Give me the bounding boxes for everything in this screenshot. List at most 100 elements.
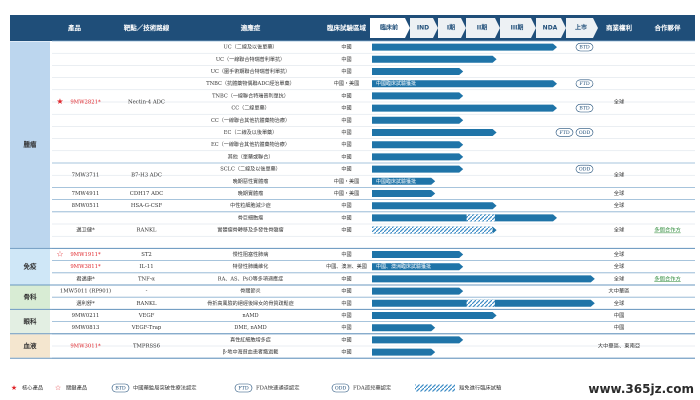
region-label: 中國	[341, 44, 351, 51]
area-band	[10, 309, 50, 334]
product-target: VEGF-Trap	[131, 325, 162, 331]
product-name: 9MW1911*	[70, 252, 101, 258]
region-label: 中國	[341, 300, 351, 307]
commercial-rights: 全球	[614, 98, 625, 106]
indication-label: CC（二線單藥）	[231, 105, 269, 112]
header-target: 靶點／技術路線	[124, 23, 170, 32]
product-name: 8MW0511	[72, 203, 100, 209]
pipeline-bar	[372, 214, 557, 222]
seamless-segment	[372, 226, 493, 234]
area-label: 骨科	[24, 292, 38, 301]
stage-label: 臨床前	[380, 24, 398, 32]
indication-label: 真性紅細胞增多症	[230, 336, 271, 343]
region-label: 中國	[341, 312, 351, 319]
commercial-rights: 全球	[614, 171, 625, 179]
legend-badge	[234, 383, 253, 393]
partner-link: 多個合作方	[654, 274, 681, 282]
designation-badge	[575, 79, 594, 88]
region-label: 中國	[341, 227, 351, 234]
stage-label: 上市	[575, 24, 587, 32]
legend-odd-label: FDA孤兒藥認定	[353, 384, 392, 392]
pipeline-bar	[372, 324, 436, 332]
indication-label: 慢性阻塞性肺病	[233, 251, 269, 258]
pipeline-bar	[372, 177, 436, 185]
area-label: 腫瘤	[24, 140, 38, 149]
product-target: CDH17 ADC	[130, 191, 163, 197]
legend-odd-abbr: ODD	[335, 386, 347, 392]
legend-badge	[111, 383, 130, 393]
indication-label: 特發性肺纖維化	[233, 263, 269, 270]
legend: ★ 核心產品 ☆ 關鍵產品 BTD 中國藥監局突破性療法認定 FTD FDA快速通道認定 ODD…	[11, 384, 502, 393]
pipeline-bar	[372, 287, 464, 295]
indication-label: CC（一線聯合其他抗體藥物治療）	[211, 117, 290, 124]
commercial-rights: 全球	[614, 201, 625, 209]
indication-label: RA、AS、PsO等多項適應症	[218, 275, 284, 282]
product-target: TNF-α	[138, 276, 155, 282]
legend-key-star-icon: ☆	[55, 384, 61, 392]
designation-badge-label: BTD	[579, 106, 590, 112]
stage-chevron	[500, 18, 536, 38]
pipeline-bar	[372, 68, 464, 75]
product-target: IL-11	[139, 264, 153, 270]
commercial-rights: 全球	[614, 299, 625, 307]
area-band	[10, 41, 50, 248]
product-name: 邁利舒*	[76, 299, 95, 307]
indication-label: 實體瘤骨轉移及多發性骨髓瘤	[217, 227, 283, 234]
pipeline-bar	[372, 80, 557, 88]
indication-label: TNBC（抗體藥物偶聯ADC經治單藥）	[206, 80, 294, 87]
stage-label: NDA	[543, 25, 558, 32]
product-target: TMPRSS6	[133, 344, 161, 350]
indication-label: 骨折高風險的絕經後婦女的骨質疏鬆症	[207, 300, 294, 307]
commercial-rights: 全球	[614, 262, 625, 270]
bar-note: 中國、澳洲臨床試驗獲批	[376, 263, 431, 270]
indication-label: β-地中海貧血患者鐵過載	[223, 349, 279, 356]
product-name: 1MW5011 (RP901)	[60, 288, 111, 295]
product-name: 邁卫健*	[76, 226, 95, 234]
area-label: 血液	[24, 341, 38, 350]
pipeline-bar	[372, 190, 436, 197]
region-label: 中國	[341, 105, 351, 112]
stage-label: IND	[417, 25, 429, 32]
pipeline-bar	[372, 263, 464, 271]
seamless-segment	[466, 214, 495, 222]
indication-label: SCLC（二線及以後單藥）	[220, 166, 281, 173]
indication-label: TNBC（一線聯合特瑞普利單抗）	[212, 92, 289, 99]
pipeline-bar	[372, 55, 497, 63]
designation-badge-label: ODD	[579, 130, 591, 136]
seamless-segment	[466, 299, 495, 307]
commercial-rights: 全球	[614, 250, 625, 258]
stage-chevron	[438, 18, 466, 38]
indication-label: 骨關節炎	[240, 288, 260, 295]
area-band	[10, 248, 50, 285]
designation-badge-label: FTD	[559, 130, 570, 136]
legend-seamless-label: 豁免進行臨床試驗	[459, 384, 502, 392]
stage-chevron	[566, 18, 598, 38]
indication-label: 晚期實體瘤	[238, 190, 263, 197]
stage-chevron	[536, 18, 566, 38]
product-name: 7MW3711	[72, 173, 100, 179]
indication-label: 其他（單藥或聯合）	[228, 153, 274, 160]
commercial-rights: 中國	[614, 323, 625, 331]
header-rights: 商業權利	[606, 23, 633, 32]
indication-rows: UC（二線及以後單藥） 中國 BTD UC（一線聯合特瑞普利單抗） 中國 UC（圍手術期聯…	[206, 42, 595, 356]
product-target: RANKL	[137, 228, 157, 234]
region-label: 中國	[341, 251, 351, 258]
pipeline-bar	[372, 348, 436, 356]
region-label: 中國・美國	[334, 80, 359, 87]
region-label: 中國	[341, 153, 351, 160]
designation-badge-label: BTD	[579, 45, 590, 51]
pipeline-bar	[372, 165, 464, 173]
product-target: ST2	[141, 252, 152, 258]
region-label: 中國	[341, 56, 351, 63]
products: ★ 9MW2821* Nectin-4 ADC 全球 7MW3711 B7-H3 ADC 全…	[56, 97, 680, 350]
indication-label: UC（圍手術期聯合特瑞普利單抗）	[211, 68, 291, 75]
pipeline-bar	[372, 116, 464, 124]
product-name: 9MW0813	[72, 325, 100, 331]
legend-seamless-swatch	[415, 384, 455, 392]
indication-label: UC（一線聯合特瑞普利單抗）	[216, 56, 285, 63]
watermark: www.365jz.com	[588, 382, 694, 396]
header-indication: 適應症	[241, 23, 261, 32]
product-name: 9MW2821*	[70, 100, 101, 106]
product-name: 君邁康*	[76, 274, 95, 282]
stage-chevron	[370, 18, 410, 38]
